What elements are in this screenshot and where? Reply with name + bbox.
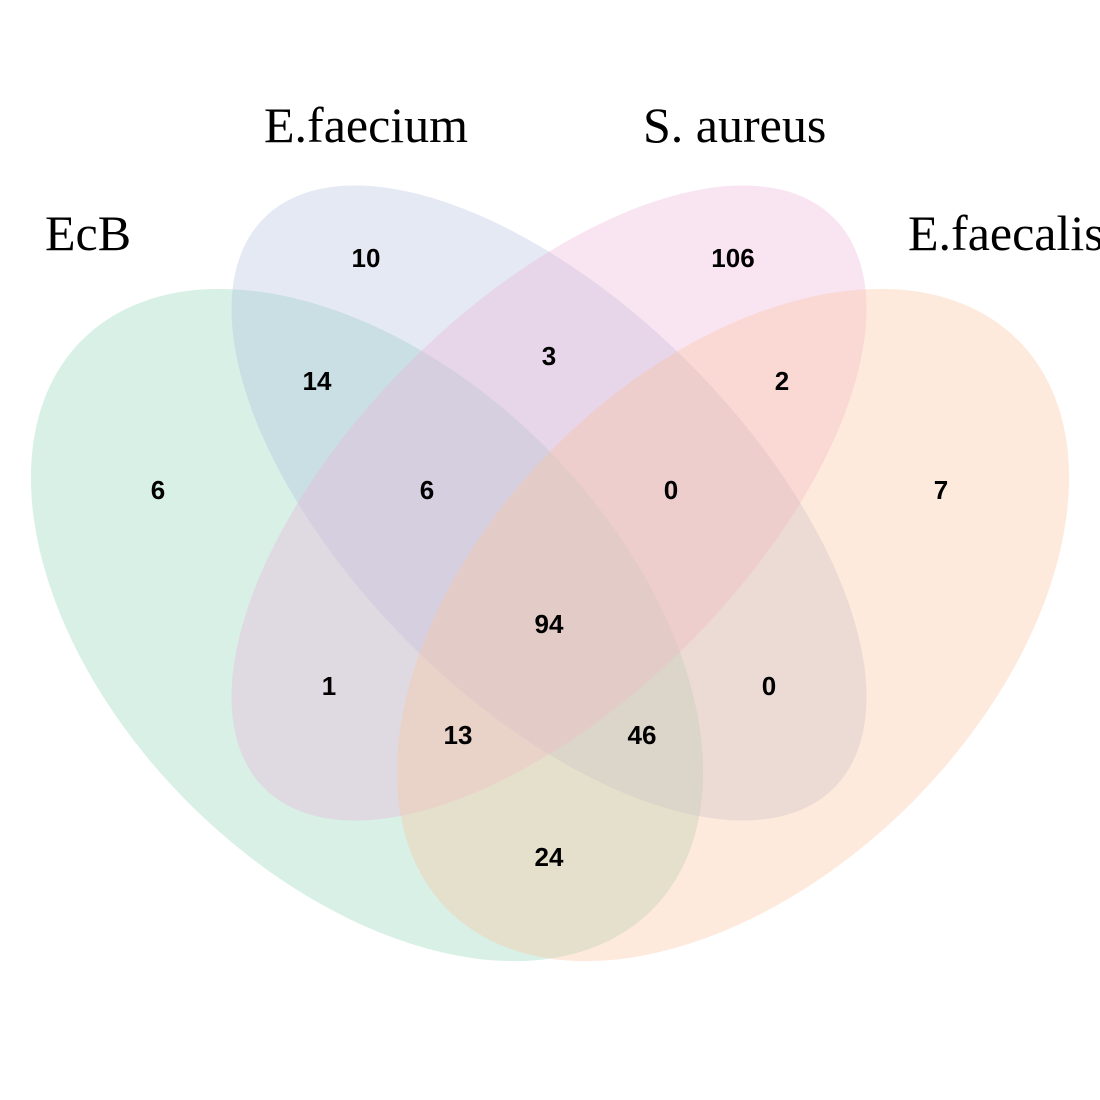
count-saureus-only: 106 (711, 243, 754, 273)
count-ecb-efaecium: 14 (303, 366, 332, 396)
count-efaecium-efaecalis: 0 (762, 671, 776, 701)
count-ecb-saureus: 1 (322, 671, 336, 701)
set-ellipses (30, 185, 1070, 962)
ellipse-efaecium (231, 185, 867, 821)
region-counts: 10 106 14 3 2 6 6 0 7 94 1 0 13 46 24 (151, 243, 948, 872)
set-label-saureus: S. aureus (643, 97, 826, 153)
count-saureus-efaecalis: 2 (775, 366, 789, 396)
ellipse-saureus (231, 185, 867, 821)
count-ecb-efaecium-saureus: 6 (420, 475, 434, 505)
count-all-four: 94 (535, 609, 564, 639)
count-ecb-saureus-efaecalis: 13 (444, 720, 473, 750)
count-ecb-efaecium-efaecalis: 46 (628, 720, 657, 750)
set-label-efaecium: E.faecium (264, 97, 468, 153)
count-efaecium-only: 10 (352, 243, 381, 273)
ellipse-efaecalis (396, 288, 1070, 962)
set-labels: EcB E.faecium S. aureus E.faecalis (45, 97, 1100, 261)
count-efaecalis-only: 7 (934, 475, 948, 505)
count-efaecium-saureus-efaecalis: 0 (664, 475, 678, 505)
set-label-ecb: EcB (45, 205, 131, 261)
count-efaecium-saureus: 3 (542, 341, 556, 371)
count-ecb-only: 6 (151, 475, 165, 505)
count-ecb-efaecalis: 24 (535, 842, 564, 872)
ellipse-ecb (30, 288, 704, 962)
set-label-efaecalis: E.faecalis (908, 205, 1100, 261)
